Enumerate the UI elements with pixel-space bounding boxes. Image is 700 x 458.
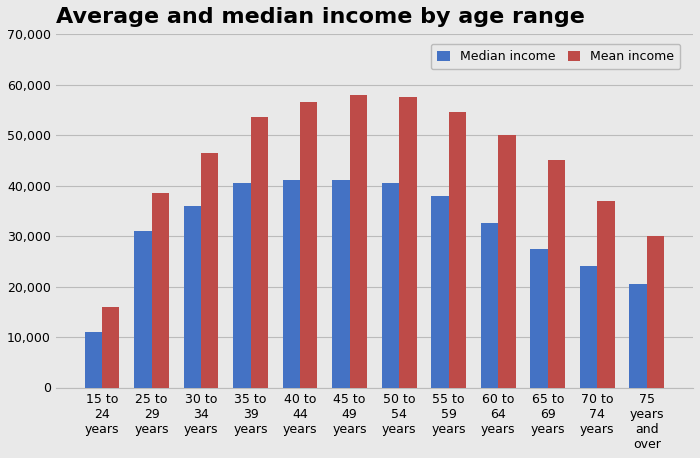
Legend: Median income, Mean income: Median income, Mean income bbox=[431, 44, 680, 69]
Bar bbox=[399, 97, 416, 387]
Bar bbox=[431, 196, 449, 387]
Bar bbox=[481, 224, 498, 387]
Bar bbox=[184, 206, 201, 387]
Bar bbox=[233, 183, 251, 387]
Bar bbox=[547, 160, 565, 387]
Text: Average and median income by age range: Average and median income by age range bbox=[56, 7, 584, 27]
Bar bbox=[251, 117, 268, 387]
Bar bbox=[102, 307, 120, 387]
Bar bbox=[580, 266, 597, 387]
Bar bbox=[647, 236, 664, 387]
Bar bbox=[283, 180, 300, 387]
Bar bbox=[629, 284, 647, 387]
Bar bbox=[152, 193, 169, 387]
Bar bbox=[134, 231, 152, 387]
Bar bbox=[350, 95, 367, 387]
Bar bbox=[531, 249, 547, 387]
Bar bbox=[382, 183, 399, 387]
Bar bbox=[597, 201, 615, 387]
Bar bbox=[85, 332, 102, 387]
Bar bbox=[498, 135, 515, 387]
Bar bbox=[300, 102, 318, 387]
Bar bbox=[201, 153, 218, 387]
Bar bbox=[449, 112, 466, 387]
Bar bbox=[332, 180, 350, 387]
